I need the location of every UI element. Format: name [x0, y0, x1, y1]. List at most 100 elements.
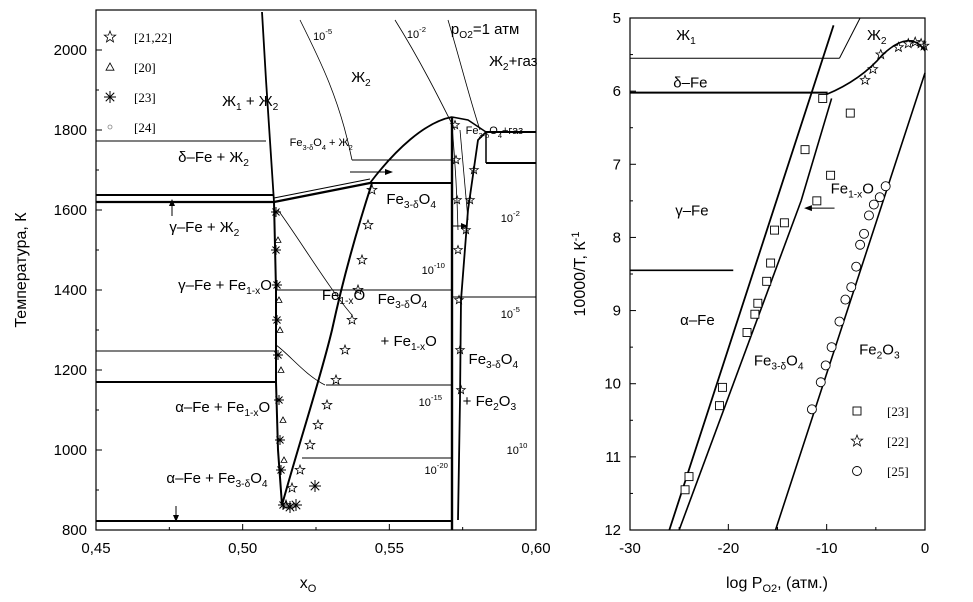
y-tick-label-left: 1400 — [54, 282, 87, 299]
data-point-square — [826, 170, 836, 180]
point-star — [453, 294, 465, 305]
point-star — [452, 244, 464, 255]
y-tick-label-right: 6 — [613, 83, 621, 100]
legend-left: [21,22] [20] [23] [24] — [103, 29, 172, 135]
data-point-star — [909, 35, 921, 48]
data-point-star — [874, 48, 887, 60]
data-point-square — [684, 472, 694, 482]
small-region-label-left: Fe3-δO4 + Ж2 — [290, 137, 353, 152]
legend-marker-circle — [852, 466, 862, 476]
data-point-square — [753, 298, 763, 308]
point-asterisk — [271, 207, 281, 217]
log-pressure-panel: -30 -20 -10 0 5 6 7 8 9 10 11 12 Ж1 Ж2 δ–Fe γ–Fe α–Fe Fe… — [570, 10, 930, 595]
point-asterisk — [276, 465, 286, 475]
point-asterisk — [274, 395, 284, 405]
data-point-circle — [851, 261, 862, 272]
phase-lines-right — [630, 17, 926, 531]
phase-diagram-panel: 0,45 0,50 0,55 0,60 800 1000 1200 1400 1600 1800 2… — [13, 9, 551, 595]
feo-fe3o4-boundary — [678, 200, 802, 531]
point-star — [451, 194, 463, 205]
isobar-label-left: 10-2 — [407, 25, 426, 41]
x-axis-label-right: log PO2, (атм.) — [726, 575, 828, 595]
point-star — [450, 154, 462, 165]
y-tick-label-left: 2000 — [54, 42, 87, 59]
point-asterisk — [309, 480, 321, 492]
region-label-left: Fe3-δO4 — [378, 291, 428, 311]
plot-frame-right — [629, 17, 926, 531]
data-point-square — [812, 196, 822, 206]
data-point-square — [770, 225, 779, 235]
plot-frame-left — [95, 9, 537, 531]
region-label-right: Ж2 — [867, 27, 887, 47]
isobar-label-left: 10-2 — [501, 209, 520, 225]
isobar-label-left: 10-5 — [313, 27, 332, 43]
arrow-head — [804, 205, 812, 212]
data-point-star — [866, 63, 879, 75]
legend-label-left: [20] — [134, 60, 156, 75]
data-point-circle — [855, 239, 866, 250]
legend-label-right: [23] — [887, 404, 909, 419]
legend-marker-dot — [107, 124, 113, 130]
liquid-boundary — [825, 40, 926, 96]
data-point-square — [800, 145, 810, 155]
data-point-circle — [880, 181, 891, 192]
point-star — [330, 373, 342, 385]
region-label-right: α–Fe — [680, 312, 715, 329]
point-triangle — [274, 236, 282, 243]
data-point-circle — [834, 316, 845, 327]
y-tick-label-right: 12 — [604, 522, 621, 539]
point-star — [460, 224, 472, 235]
point-star — [464, 194, 476, 205]
y-tick-label-left: 800 — [62, 522, 87, 539]
legend-label-left: [21,22] — [134, 30, 172, 45]
feo-fe3o4-boundary — [800, 98, 833, 202]
point-asterisk — [272, 315, 282, 325]
x-tick-label-right: -30 — [619, 540, 641, 557]
point-star — [356, 253, 368, 265]
point-asterisk — [290, 499, 302, 511]
region-label-right: Fe2O3 — [859, 341, 900, 361]
point-triangle — [275, 296, 283, 303]
x-tick-label-left: 0,60 — [521, 540, 550, 557]
region-label-left: Ж2 — [351, 69, 371, 89]
data-point-square — [717, 382, 727, 392]
legend-label-left: [24] — [134, 120, 156, 135]
fe-feo-boundary — [668, 25, 835, 531]
region-labels-right: Ж1 Ж2 δ–Fe γ–Fe α–Fe Fe1-xO Fe3-δO4 Fe2O3 — [673, 27, 900, 372]
y-tick-label-left: 1200 — [54, 362, 87, 379]
legend-label-left: [23] — [134, 90, 156, 105]
point-star — [321, 398, 333, 410]
x-tick-label-right: 0 — [921, 540, 929, 557]
data-point-square — [766, 258, 776, 268]
data-point-star — [902, 37, 915, 49]
y-axis-label-left: Температура, К — [13, 212, 30, 328]
x-tick-label-right: -10 — [816, 540, 838, 557]
point-star — [304, 438, 316, 450]
y-tick-label-right: 10 — [604, 376, 621, 393]
point-star — [468, 164, 480, 175]
data-point-square — [750, 309, 760, 319]
region-label-left: Fe1-xO — [322, 287, 365, 307]
data-point-square — [742, 328, 752, 337]
small-region-label-left: Fe3-δO4+газ — [466, 125, 524, 140]
point-star — [455, 384, 467, 395]
data-point-circle — [846, 282, 857, 293]
point-star — [294, 463, 306, 475]
region-label-right: δ–Fe — [673, 74, 707, 91]
region-label-left: α–Fe + Fe1-xO — [175, 399, 270, 419]
region-label-left: Fe3-δO4 — [386, 191, 436, 211]
y-tick-label-right: 8 — [613, 229, 621, 246]
region-label-left: pO2=1 атм — [451, 21, 519, 41]
y-tick-label-left: 1800 — [54, 122, 87, 139]
y-tick-label-right: 5 — [613, 10, 621, 27]
data-point-star — [859, 74, 871, 86]
isobar-label-left: 10-5 — [501, 305, 520, 321]
y-tick-label-right: 9 — [613, 303, 621, 320]
point-asterisk — [271, 245, 281, 255]
region-label-left: + Fe1-xO — [381, 333, 437, 353]
point-asterisk — [272, 280, 282, 290]
x-tick-label-left: 0,45 — [81, 540, 110, 557]
legend-label-right: [25] — [887, 464, 909, 479]
isobar-label-left: 10-15 — [419, 393, 442, 409]
